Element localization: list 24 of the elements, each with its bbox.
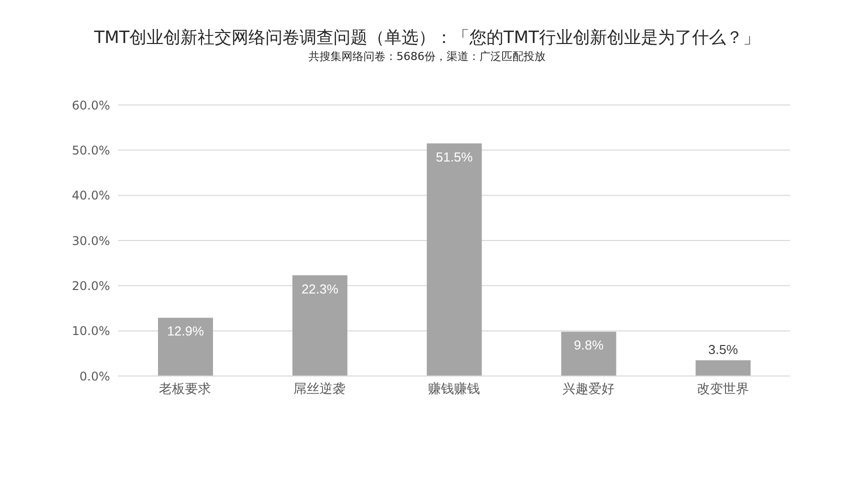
data-label: 12.9% <box>167 324 204 339</box>
x-tick-label: 改变世界 <box>696 382 749 398</box>
y-tick-label: 0.0% <box>80 369 110 384</box>
x-tick-label: 赚钱赚钱 <box>428 382 480 398</box>
data-label: 9.8% <box>574 338 604 353</box>
y-tick-label: 20.0% <box>72 278 110 293</box>
chart-title: TMT创业创新社交网络问卷调查问题（单选）：「您的TMT行业创新创业是为了什么？」 <box>93 27 761 49</box>
x-tick-label: 屌丝逆袭 <box>294 382 346 398</box>
bar <box>158 318 213 376</box>
data-label: 3.5% <box>708 342 738 358</box>
bar <box>561 332 616 376</box>
chart-subtitle: 共搜集网络问卷：5686份，渠道：广泛匹配投放 <box>308 49 546 64</box>
y-tick-label: 60.0% <box>72 98 110 112</box>
x-tick-label: 老板要求 <box>159 382 212 398</box>
y-tick-label: 10.0% <box>72 324 110 338</box>
bar <box>696 360 751 376</box>
y-tick-label: 50.0% <box>72 143 110 158</box>
x-tick-label: 兴趣爱好 <box>562 382 614 398</box>
data-label: 22.3% <box>301 281 339 296</box>
bar <box>426 143 482 376</box>
bar <box>292 275 348 376</box>
y-tick-label: 40.0% <box>72 188 110 203</box>
data-label: 51.5% <box>436 149 474 164</box>
y-tick-label: 30.0% <box>72 234 110 248</box>
